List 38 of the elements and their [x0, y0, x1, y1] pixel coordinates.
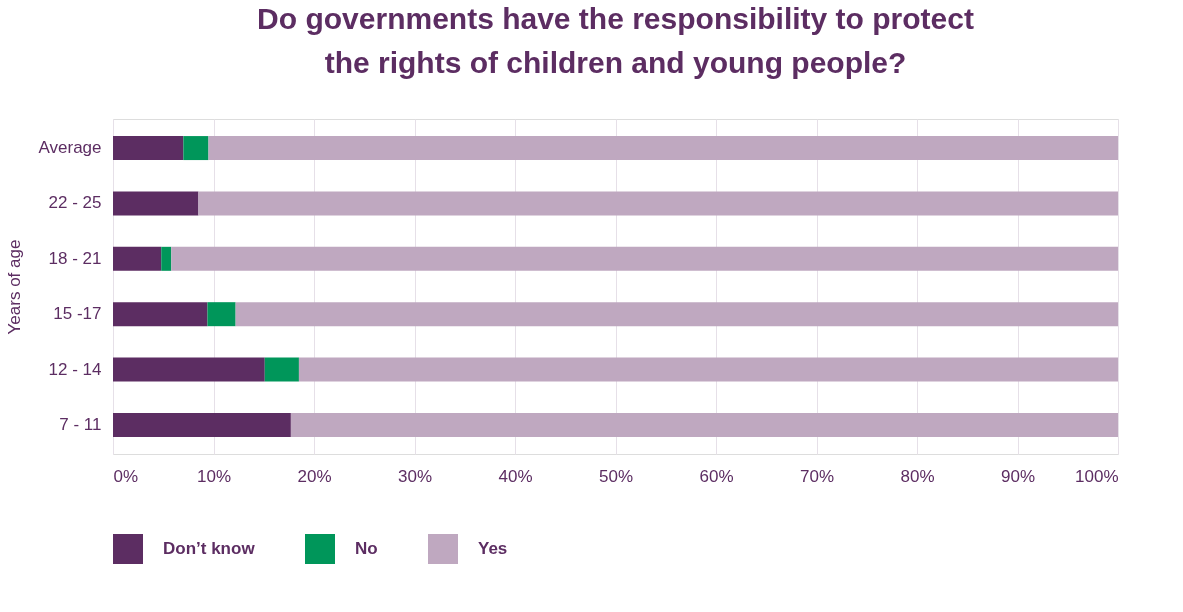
legend-label: Don’t know	[163, 539, 256, 558]
bar	[171, 246, 1118, 271]
bar	[208, 136, 1118, 161]
bar	[113, 136, 184, 161]
chart-title: Do governments have the responsibility to protect the rights of children and young people?	[257, 2, 974, 79]
y-tick-label: Average	[38, 138, 102, 158]
bar	[290, 412, 1118, 437]
x-tick-label: 0%	[113, 466, 139, 486]
x-tick-label: 70%	[799, 466, 835, 486]
y-tick-label: 22 - 25	[48, 193, 102, 213]
y-tick-label: 7 - 11	[59, 414, 102, 434]
bar	[113, 246, 162, 271]
y-axis-title: Years of age	[5, 239, 25, 335]
x-tick-label: 90%	[1000, 466, 1036, 486]
bar	[113, 357, 265, 382]
legend-label: Yes	[478, 539, 508, 558]
bar	[207, 302, 236, 327]
x-tick-label: 50%	[598, 466, 634, 486]
x-tick-label: 30%	[397, 466, 433, 486]
bar	[235, 302, 1118, 327]
x-tick-label: 100%	[1075, 466, 1119, 486]
bar	[113, 412, 291, 437]
x-tick-label: 80%	[900, 466, 935, 486]
x-tick-label: 10%	[196, 466, 232, 486]
legend-label: No	[355, 539, 378, 558]
bar	[113, 191, 199, 216]
y-tick-label: 12 - 14	[48, 359, 102, 379]
x-tick-label: 60%	[699, 466, 734, 486]
bar	[298, 357, 1118, 382]
bar	[113, 302, 208, 327]
bar	[161, 246, 172, 271]
x-tick-label: 20%	[297, 466, 332, 486]
y-tick-label: 15 -17	[53, 304, 102, 324]
bar	[183, 136, 209, 161]
bar	[264, 357, 299, 382]
x-tick-label: 40%	[498, 466, 533, 486]
y-tick-label: 18 - 21	[48, 248, 102, 268]
bar	[198, 191, 1118, 216]
